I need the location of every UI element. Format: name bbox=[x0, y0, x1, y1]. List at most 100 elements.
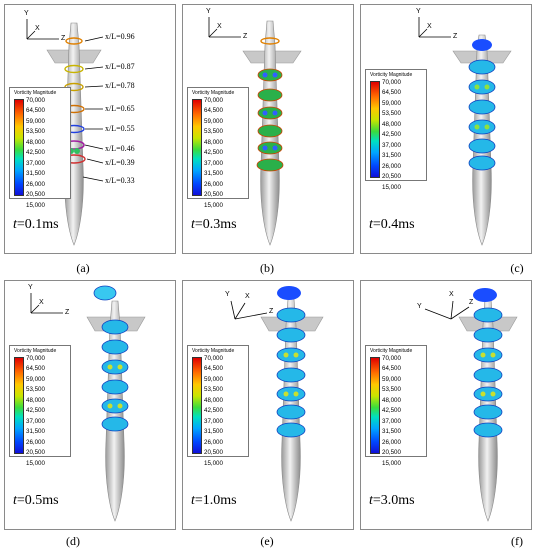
xl-label: x/L=0.46 bbox=[105, 144, 135, 153]
xl-arrows bbox=[82, 36, 104, 182]
legend-tick: 15,000 bbox=[204, 459, 223, 467]
legend-tick: 26,000 bbox=[382, 438, 401, 446]
legend-tick: 37,000 bbox=[382, 141, 401, 149]
legend-tick: 15,000 bbox=[382, 183, 401, 191]
legend-tick: 48,000 bbox=[26, 396, 45, 404]
legend-tick: 59,000 bbox=[204, 375, 223, 383]
legend-title: Vorticity Magnitude bbox=[192, 90, 235, 96]
axis-x-label: X bbox=[449, 291, 454, 298]
legend-tick: 64,500 bbox=[26, 365, 45, 373]
panel-b: Y X Z Vorticity Magnitude 70,000 64,500 59… bbox=[182, 4, 354, 254]
legend-tick: 15,000 bbox=[204, 201, 223, 209]
legend-tick: 64,500 bbox=[382, 89, 401, 97]
legend-tick: 48,000 bbox=[204, 396, 223, 404]
legend-tick: 70,000 bbox=[204, 355, 223, 362]
panel-label-a: (a) bbox=[76, 261, 90, 275]
projectile-body bbox=[452, 34, 512, 246]
legend-tick: 53,500 bbox=[204, 128, 223, 136]
colorbar bbox=[14, 357, 24, 454]
legend-tick: 31,500 bbox=[204, 170, 223, 178]
legend-title: Vorticity Magnitude bbox=[370, 348, 413, 354]
axis-triad: Y X Z bbox=[23, 284, 70, 321]
xl-label: x/L=0.87 bbox=[105, 62, 135, 71]
axis-x-label: X bbox=[35, 25, 40, 32]
axis-triad: Y X Z bbox=[225, 291, 273, 327]
axis-x-label: X bbox=[39, 299, 44, 306]
legend-tick: 15,000 bbox=[26, 201, 45, 209]
legend-tick: 37,000 bbox=[382, 417, 401, 425]
legend-title: Vorticity Magnitude bbox=[370, 72, 413, 78]
axis-triad: Y X Z bbox=[417, 291, 474, 327]
legend-tick: 48,000 bbox=[382, 120, 401, 128]
panel-c: Y X Z Vorticity Magnitude 70,000 64,500 59… bbox=[360, 4, 532, 254]
legend-tick: 53,500 bbox=[382, 110, 401, 118]
legend-tick: 26,000 bbox=[204, 438, 223, 446]
legend-tick: 48,000 bbox=[26, 138, 45, 146]
legend-title: Vorticity Magnitude bbox=[192, 348, 235, 354]
panel-label-c: (c) bbox=[510, 261, 524, 275]
panel-label-d: (d) bbox=[66, 534, 80, 548]
axis-y-label: Y bbox=[28, 284, 33, 291]
xl-label: x/L=0.39 bbox=[105, 158, 135, 167]
panel-a: Y X Z Vorticity Magnitude 70,000 64,500 … bbox=[4, 4, 176, 254]
colorbar-legend: Vorticity Magnitude 70,000 64,500 59,000 53… bbox=[9, 345, 71, 467]
axis-triad: Y X Z bbox=[411, 8, 457, 45]
panel-label-b: (b) bbox=[260, 261, 274, 275]
legend-tick: 42,500 bbox=[382, 131, 401, 139]
legend-tick: 59,000 bbox=[382, 375, 401, 383]
legend-tick: 31,500 bbox=[382, 152, 401, 160]
legend-tick: 59,000 bbox=[382, 99, 401, 107]
legend-tick: 20,500 bbox=[204, 191, 223, 199]
axis-z-label: Z bbox=[243, 33, 248, 40]
legend-tick: 26,000 bbox=[26, 180, 45, 188]
axis-x-label: X bbox=[217, 23, 222, 30]
legend-tick: 59,000 bbox=[204, 117, 223, 125]
legend-tick: 42,500 bbox=[204, 407, 223, 415]
legend-tick: 64,500 bbox=[204, 107, 223, 115]
legend-tick: 15,000 bbox=[26, 459, 45, 467]
colorbar-legend: Vorticity Magnitude 70,000 64,500 59,000 53… bbox=[187, 87, 249, 209]
axis-z-label: Z bbox=[65, 309, 70, 316]
legend-tick: 37,000 bbox=[26, 417, 45, 425]
legend-tick: 48,000 bbox=[382, 396, 401, 404]
axis-y-label: Y bbox=[206, 8, 211, 15]
legend-tick: 37,000 bbox=[204, 159, 223, 167]
projectile-body bbox=[86, 285, 146, 522]
axis-y-label: Y bbox=[417, 303, 422, 310]
legend-tick: 53,500 bbox=[204, 386, 223, 394]
axis-z-label: Z bbox=[469, 299, 474, 306]
legend-tick: 31,500 bbox=[204, 428, 223, 436]
legend-tick: 53,500 bbox=[26, 386, 45, 394]
axis-y-label: Y bbox=[24, 10, 29, 17]
legend-tick: 42,500 bbox=[382, 407, 401, 415]
xl-label: x/L=0.96 bbox=[105, 32, 135, 41]
legend-tick: 70,000 bbox=[382, 355, 401, 362]
xl-label: x/L=0.55 bbox=[105, 124, 135, 133]
xl-label: x/L=0.33 bbox=[105, 176, 135, 185]
legend-tick: 59,000 bbox=[26, 375, 45, 383]
axis-z-label: Z bbox=[61, 35, 66, 42]
colorbar bbox=[370, 81, 380, 178]
legend-tick: 53,500 bbox=[26, 128, 45, 136]
axis-triad: Y X Z bbox=[201, 8, 248, 45]
legend-tick: 70,000 bbox=[26, 97, 45, 104]
colorbar-legend: Vorticity Magnitude 70,000 64,500 59,000 53… bbox=[187, 345, 249, 467]
colorbar bbox=[370, 357, 380, 454]
legend-tick: 42,500 bbox=[204, 149, 223, 157]
legend-tick: 26,000 bbox=[382, 162, 401, 170]
legend-tick: 26,000 bbox=[26, 438, 45, 446]
legend-tick: 20,500 bbox=[26, 191, 45, 199]
xl-label: x/L=0.78 bbox=[105, 81, 135, 90]
legend-tick: 42,500 bbox=[26, 149, 45, 157]
legend-tick: 31,500 bbox=[382, 428, 401, 436]
projectile-body bbox=[260, 286, 324, 522]
projectile-body bbox=[242, 20, 302, 246]
time-label: t=0.3ms bbox=[191, 217, 237, 232]
legend-tick: 70,000 bbox=[26, 355, 45, 362]
xl-label: x/L=0.65 bbox=[105, 104, 135, 113]
colorbar-legend: Vorticity Magnitude 70,000 64,500 59,000 53… bbox=[365, 69, 427, 191]
legend-tick: 53,500 bbox=[382, 386, 401, 394]
legend-tick: 64,500 bbox=[26, 107, 45, 115]
panel-f: Y X Z Vorticity Magnitude 70,000 64,500 59… bbox=[360, 280, 532, 530]
colorbar-legend: Vorticity Magnitude 70,000 64,500 59,000… bbox=[9, 87, 71, 209]
